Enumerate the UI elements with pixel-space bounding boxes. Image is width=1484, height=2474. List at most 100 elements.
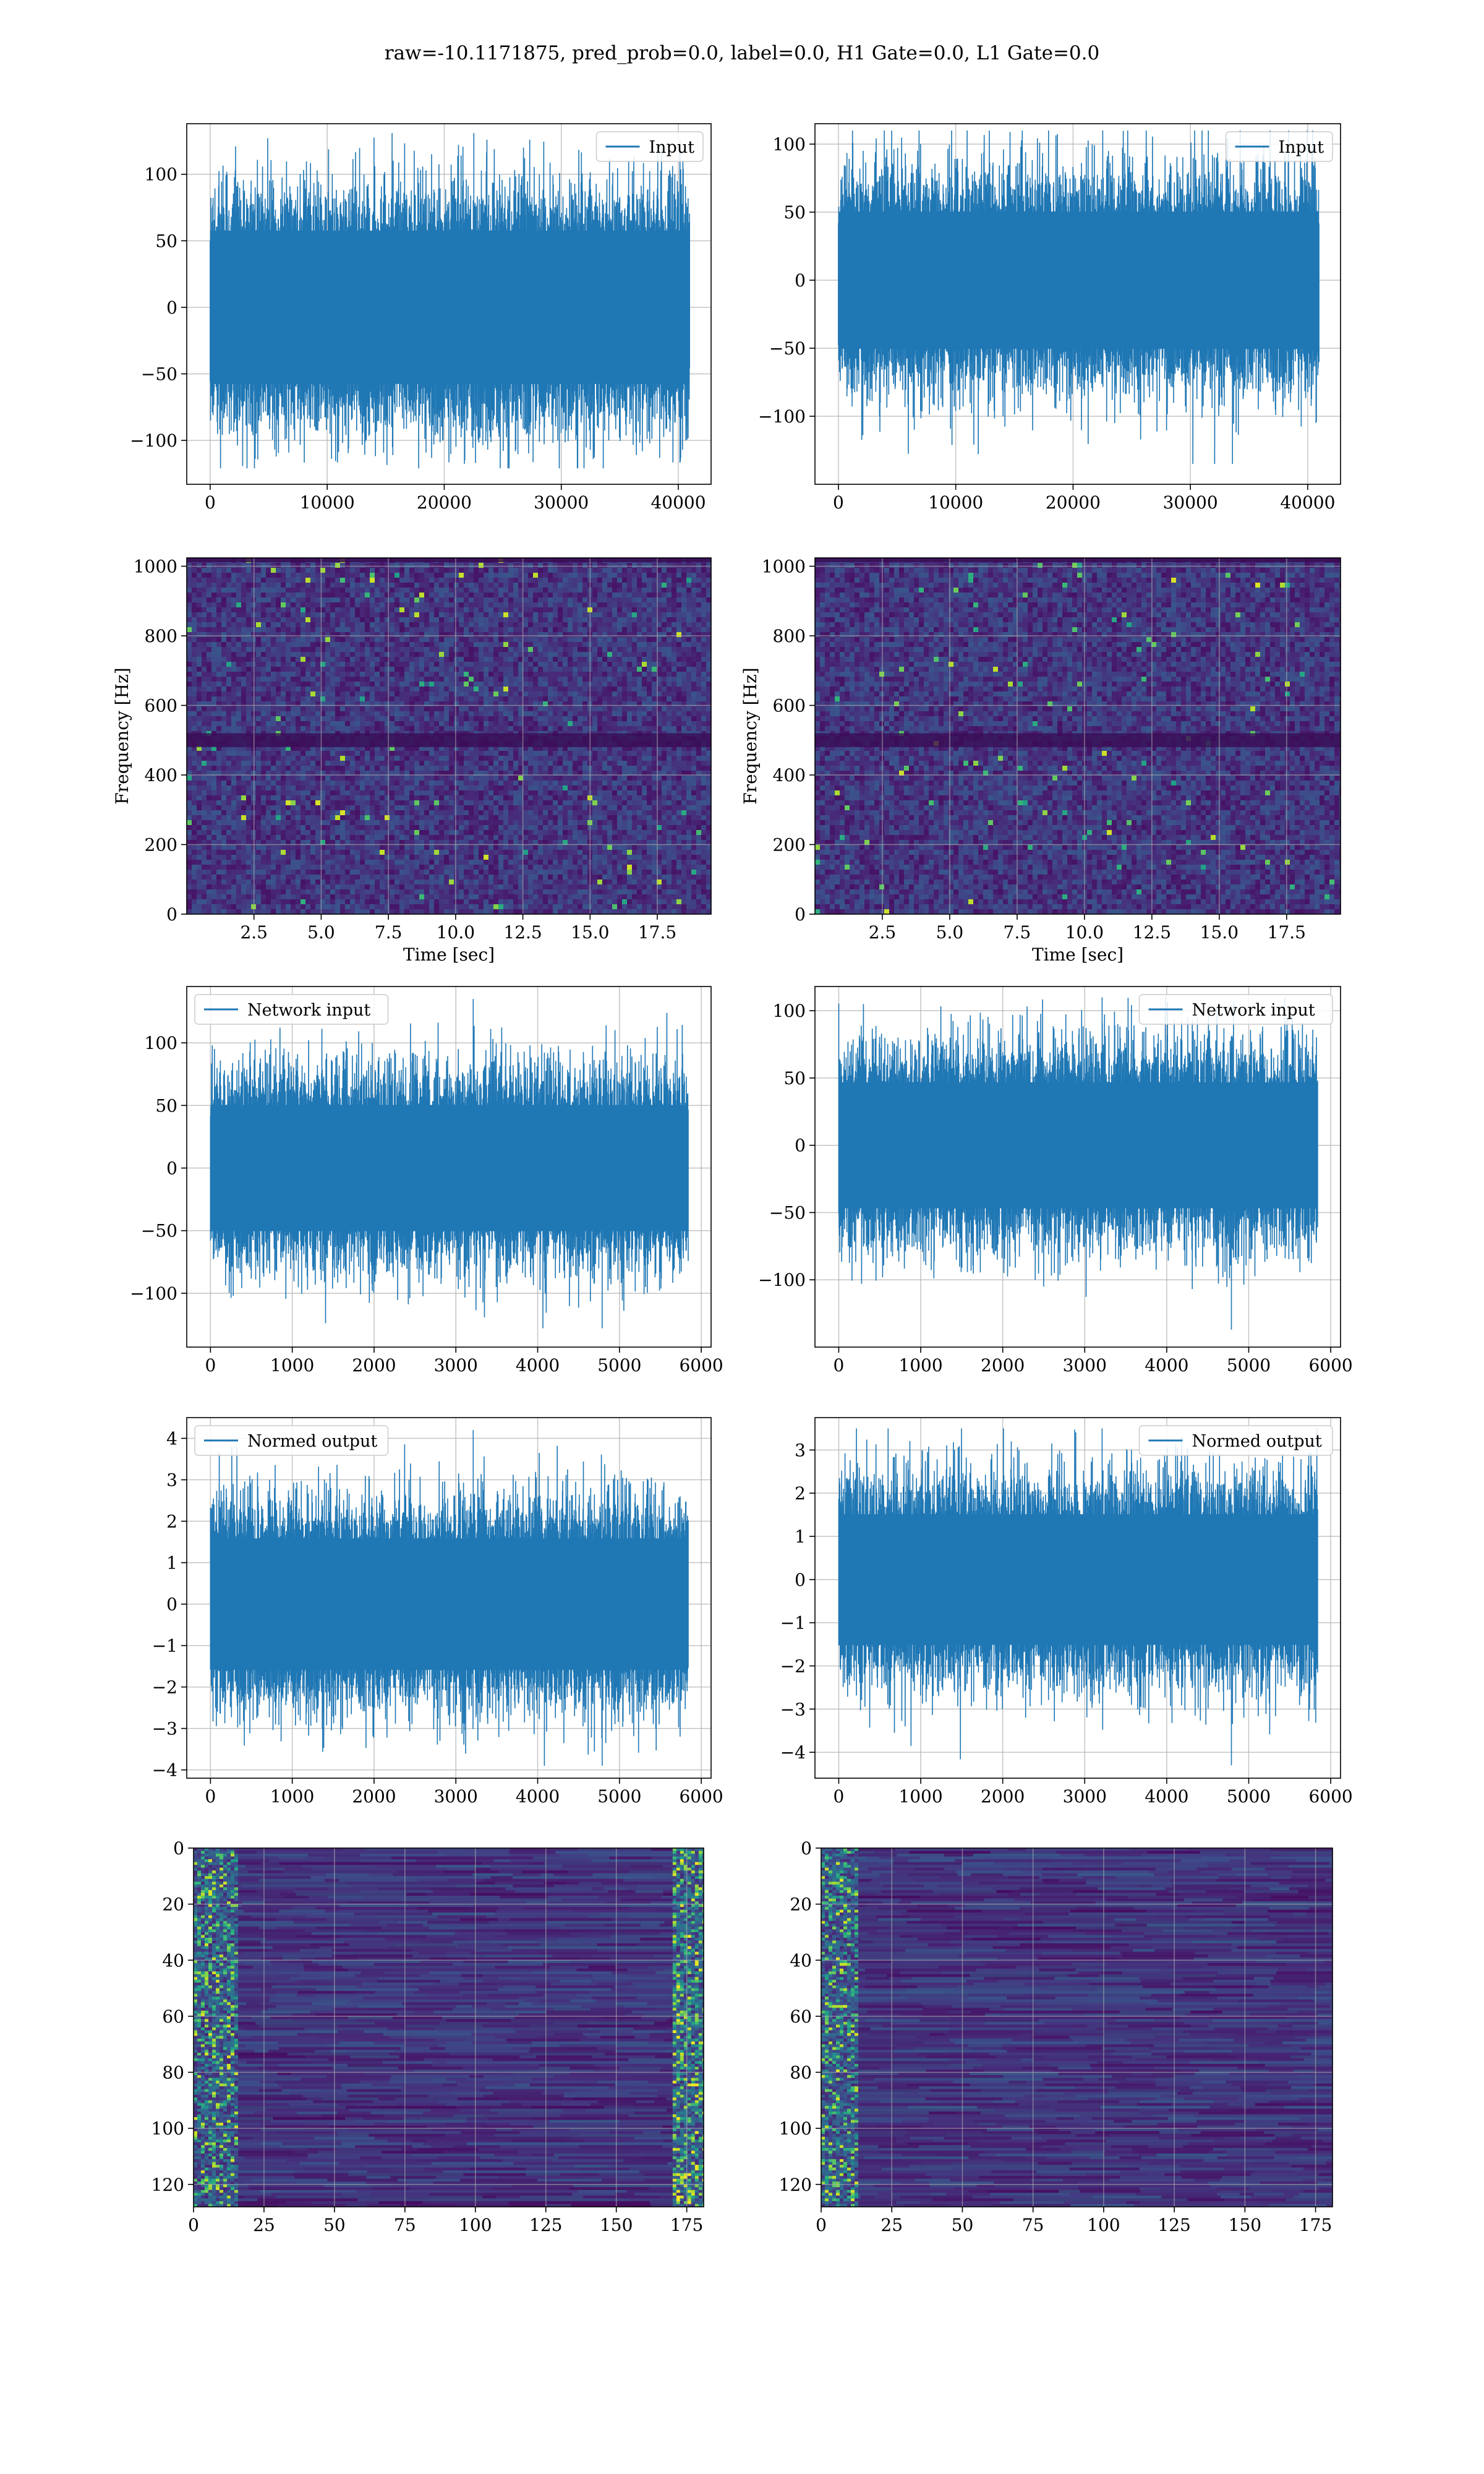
heatmap-cell (518, 682, 523, 687)
heatmap-cell (662, 637, 667, 642)
heatmap-cell (197, 776, 202, 781)
heatmap-cell (197, 622, 202, 627)
heatmap-cell (686, 677, 691, 682)
heatmap-cell (573, 632, 578, 637)
heatmap-cell (419, 746, 424, 751)
heatmap-cell (612, 751, 617, 756)
heatmap-cell (414, 568, 419, 573)
heatmap-cell (582, 573, 587, 578)
heatmap-cell (271, 578, 276, 583)
heatmap-cell (582, 637, 587, 642)
heatmap-cell (493, 662, 498, 667)
heatmap-cell (696, 662, 701, 667)
heatmap-cell (464, 662, 469, 667)
heatmap-cell (320, 583, 325, 588)
heatmap-cell (652, 711, 657, 716)
heatmap-cell (399, 751, 404, 756)
heatmap-cell (271, 627, 276, 632)
heatmap-cell (355, 632, 360, 637)
heatmap-cell (578, 706, 582, 711)
heatmap-cell (632, 756, 637, 761)
heatmap-cell (241, 691, 246, 696)
heatmap-cell (335, 602, 340, 607)
heatmap-cell (538, 701, 543, 706)
heatmap-cell (622, 667, 627, 672)
heatmap-cell (647, 746, 652, 751)
heatmap-cell (672, 578, 676, 583)
heatmap-cell (498, 602, 503, 607)
heatmap-cell (642, 617, 647, 622)
heatmap-cell (340, 726, 345, 731)
heatmap-cell (370, 687, 375, 691)
heatmap-cell (281, 583, 286, 588)
heatmap-cell (676, 781, 681, 785)
heatmap-cell (597, 761, 602, 766)
heatmap-cell (216, 662, 221, 667)
heatmap-cell (335, 652, 340, 657)
heatmap-cell (315, 563, 320, 568)
heatmap-cell (582, 691, 587, 696)
heatmap-cell (335, 771, 340, 776)
heatmap-cell (706, 657, 711, 662)
heatmap-cell (409, 667, 414, 672)
heatmap-cell (330, 563, 335, 568)
heatmap-cell (528, 756, 533, 761)
heatmap-cell (498, 701, 503, 706)
heatmap-cell (578, 726, 582, 731)
heatmap-cell (320, 706, 325, 711)
heatmap-cell (686, 696, 691, 701)
heatmap-cell (256, 761, 261, 766)
heatmap-cell (513, 721, 518, 726)
heatmap-cell (691, 721, 696, 726)
heatmap-cell (231, 662, 236, 667)
heatmap-cell (642, 583, 647, 588)
heatmap-cell (380, 721, 385, 726)
heatmap-cell (518, 622, 523, 627)
heatmap-cell (202, 627, 207, 632)
heatmap-cell (187, 667, 192, 672)
heatmap-cell (538, 677, 543, 682)
heatmap-cell (325, 607, 330, 612)
heatmap-cell (612, 721, 617, 726)
heatmap-cell (434, 672, 439, 677)
heatmap-cell (266, 776, 271, 781)
heatmap-cell (276, 751, 281, 756)
heatmap-cell (330, 711, 335, 716)
heatmap-cell (310, 785, 315, 790)
heatmap-cell (488, 612, 493, 617)
heatmap-cell (385, 781, 390, 785)
heatmap-cell (197, 766, 202, 771)
heatmap-cell (241, 721, 246, 726)
heatmap-cell (627, 701, 632, 706)
heatmap-cell (375, 746, 380, 751)
heatmap-cell (637, 612, 642, 617)
heatmap-cell (399, 726, 404, 731)
heatmap-cell (439, 701, 444, 706)
heatmap-cell (597, 657, 602, 662)
heatmap-cell (474, 726, 479, 731)
heatmap-cell (409, 593, 414, 597)
heatmap-cell (597, 588, 602, 593)
heatmap-cell (236, 637, 241, 642)
heatmap-cell (538, 568, 543, 573)
heatmap-cell (236, 701, 241, 706)
heatmap-cell (523, 602, 528, 607)
heatmap-cell (320, 632, 325, 637)
heatmap-cell (207, 578, 211, 583)
heatmap-cell (582, 622, 587, 627)
heatmap-cell (533, 652, 538, 657)
heatmap-cell (360, 607, 365, 612)
heatmap-cell (642, 682, 647, 687)
heatmap-cell (340, 682, 345, 687)
heatmap-cell (701, 662, 706, 667)
heatmap-cell (256, 726, 261, 731)
heatmap-cell (627, 597, 632, 602)
heatmap-cell (296, 701, 301, 706)
heatmap-cell (385, 617, 390, 622)
heatmap-cell (696, 593, 701, 597)
heatmap-cell (202, 573, 207, 578)
heatmap-cell (192, 667, 197, 672)
heatmap-cell (246, 701, 251, 706)
heatmap-cell (192, 627, 197, 632)
heatmap-cell (296, 761, 301, 766)
